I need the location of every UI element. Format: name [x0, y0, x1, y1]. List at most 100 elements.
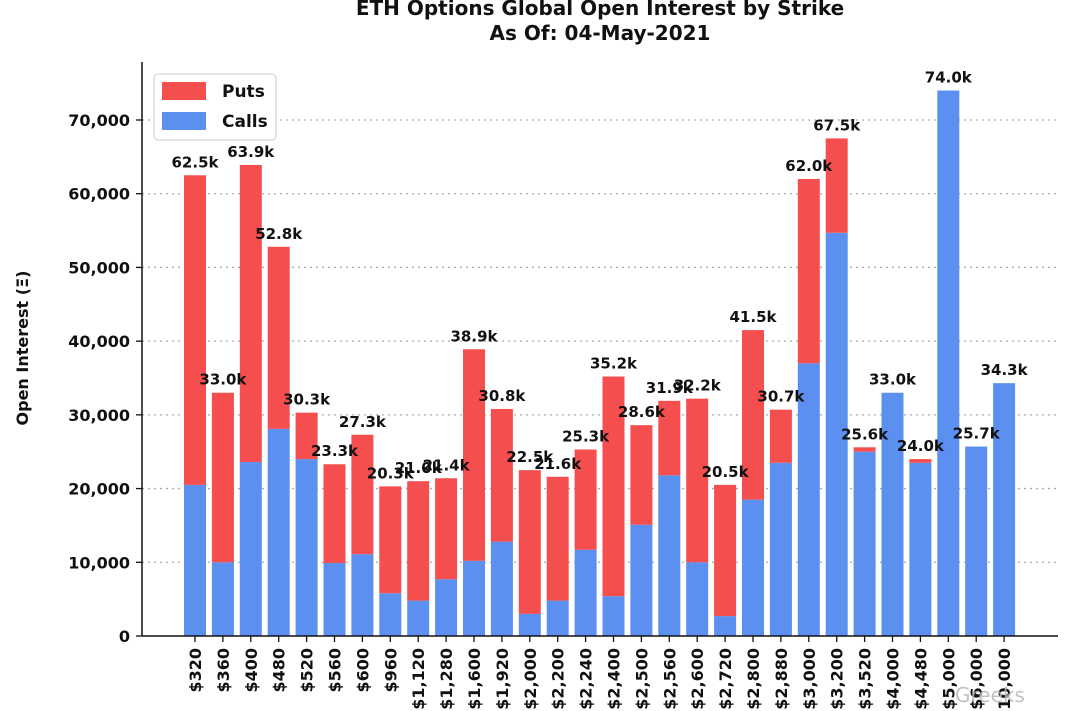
bar-puts [658, 400, 681, 476]
x-tick-label: $400 [242, 648, 261, 693]
bar-calls [323, 563, 346, 636]
bar-calls [211, 562, 234, 636]
bar-total-label: 20.5k [702, 463, 750, 481]
bar-calls [658, 475, 681, 636]
bar-puts [630, 425, 653, 525]
x-tick-label: $560 [326, 648, 345, 693]
y-tick-label: 50,000 [68, 258, 130, 277]
bar-total-label: 24.0k [897, 437, 945, 455]
bar-calls [518, 613, 541, 636]
bar-calls [714, 616, 737, 636]
x-tick-label: $3,520 [856, 648, 875, 710]
bar-puts [379, 486, 402, 594]
x-axis-ticks: $320 $360 $400 $480 $520 $560 $600 $960 $1,120 $1… [186, 636, 1014, 711]
bar-calls [267, 428, 290, 636]
x-tick-label: $520 [298, 648, 317, 693]
bar-puts [295, 412, 318, 460]
bar-calls [965, 446, 988, 636]
bar-calls [295, 459, 318, 636]
x-tick-label: $1,120 [409, 648, 428, 710]
bar-calls [881, 392, 904, 636]
bar-total-label: 63.9k [227, 143, 275, 161]
bar-calls [797, 363, 820, 636]
x-tick-label: $3,000 [800, 648, 819, 710]
bar-puts [714, 484, 737, 617]
bar-puts [518, 470, 541, 614]
bar-total-label: 30.7k [757, 388, 805, 406]
bar-total-label: 32.2k [674, 377, 722, 395]
y-tick-label: 40,000 [68, 332, 130, 351]
bar-calls [407, 600, 430, 636]
bar-calls [937, 90, 960, 636]
bar-total-label: 33.0k [869, 371, 917, 389]
x-tick-label: $1,920 [493, 648, 512, 710]
bar-puts [825, 138, 848, 233]
bar-total-label: 30.8k [478, 387, 526, 405]
x-tick-label: $2,880 [772, 648, 791, 710]
bar-total-label: 20.3k [367, 464, 415, 482]
x-tick-label: $2,240 [577, 648, 596, 710]
x-tick-label: $1,280 [437, 648, 456, 710]
bar-puts [546, 476, 569, 601]
bar-calls [239, 462, 262, 636]
bar-total-label: 35.2k [590, 355, 638, 373]
bar-calls [379, 593, 402, 636]
x-tick-label: $360 [214, 648, 233, 693]
bar-total-label: 25.7k [953, 425, 1001, 443]
bar-puts [323, 464, 346, 564]
x-tick-label: $320 [186, 648, 205, 693]
bar-calls [490, 541, 513, 636]
bar-calls [351, 554, 374, 636]
x-tick-label: $2,000 [521, 648, 540, 710]
x-tick-label: $4,480 [911, 648, 930, 710]
x-tick-label: $2,720 [716, 648, 735, 710]
bar-puts [211, 392, 234, 563]
bar-puts [435, 478, 458, 580]
x-tick-label: $960 [381, 648, 400, 693]
x-tick-label: $480 [270, 648, 289, 693]
bars [184, 90, 1016, 637]
legend: Puts Calls [153, 73, 277, 141]
bar-calls [630, 524, 653, 636]
bar-calls [742, 499, 764, 636]
watermark: Greeks [955, 683, 1025, 707]
bar-puts [239, 164, 262, 463]
x-tick-label: $2,600 [688, 648, 707, 710]
x-tick-label: $1,600 [465, 648, 484, 710]
bar-total-label: 28.6k [618, 403, 666, 421]
bar-puts [602, 376, 625, 597]
y-axis-ticks: 0 10,000 20,000 30,000 40,000 50,000 60,000 70,… [68, 111, 142, 646]
bar-calls [686, 562, 709, 636]
bar-total-label: 74.0k [925, 69, 973, 87]
bar-calls [602, 596, 625, 636]
bar-calls [853, 451, 876, 636]
bar-puts [574, 449, 597, 550]
bar-calls [546, 600, 569, 636]
bar-calls [993, 383, 1016, 636]
bar-calls [769, 462, 792, 636]
y-tick-label: 10,000 [68, 553, 130, 572]
bar-total-label: 23.3k [311, 442, 359, 460]
bar-puts [490, 408, 513, 542]
bar-calls [825, 232, 848, 637]
bar-total-label: 30.3k [283, 391, 331, 409]
data-labels: 62.5k 33.0k 63.9k 52.8k 30.3k 23.3k 27.3k 20.3k… [172, 69, 1029, 483]
x-tick-label: $4,000 [884, 648, 903, 710]
x-tick-label: $2,560 [660, 648, 679, 710]
bar-puts [909, 459, 932, 463]
x-tick-label: $600 [353, 648, 372, 693]
bar-total-label: 52.8k [255, 225, 303, 243]
bar-puts [797, 178, 820, 364]
bar-calls [909, 462, 932, 636]
gridlines [142, 119, 1058, 563]
bar-calls [574, 549, 597, 636]
bar-total-label: 21.0k [395, 459, 443, 477]
y-tick-label: 30,000 [68, 406, 130, 425]
bar-total-label: 33.0k [199, 371, 247, 389]
x-tick-label: $5,000 [939, 648, 958, 710]
bar-calls [463, 560, 485, 636]
bar-puts [686, 398, 709, 563]
bar-total-label: 41.5k [730, 308, 778, 326]
bar-total-label: 67.5k [813, 116, 861, 134]
